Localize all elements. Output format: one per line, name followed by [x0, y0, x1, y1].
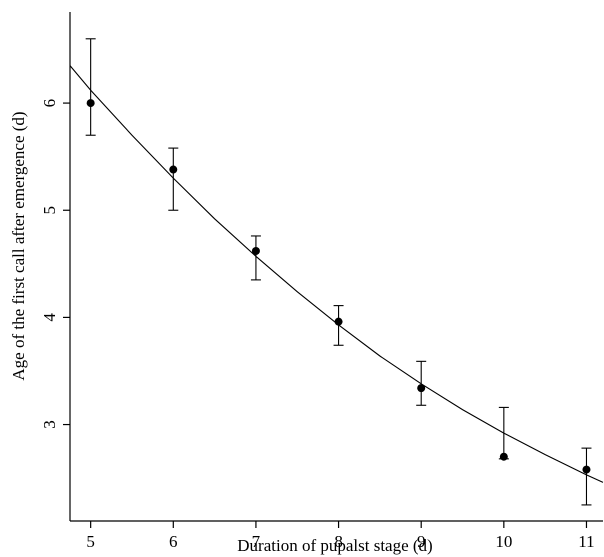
x-tick-label: 8: [334, 532, 343, 551]
y-tick-label: 6: [40, 99, 59, 108]
y-tick-label: 3: [40, 420, 59, 429]
data-point: [417, 384, 426, 393]
y-axis-ticks: 3 4 5 6: [40, 99, 70, 429]
x-tick-label: 6: [169, 532, 178, 551]
x-tick-label: 10: [495, 532, 512, 551]
data-point: [582, 465, 591, 474]
data-point: [499, 452, 508, 461]
axes: [69, 12, 603, 522]
data-points: [86, 99, 591, 474]
y-axis-title: Age of the first call after emergence (d…: [9, 111, 28, 380]
x-axis-title: Duration of pupalst stage (d): [237, 536, 432, 555]
data-point: [251, 246, 260, 255]
data-point: [86, 99, 95, 108]
x-tick-label: 11: [578, 532, 594, 551]
x-tick-label: 9: [417, 532, 426, 551]
error-bars: [85, 38, 592, 506]
fit-curve: [69, 65, 604, 483]
x-tick-label: 5: [86, 532, 95, 551]
fit-layer: [69, 65, 604, 483]
data-point: [334, 317, 343, 326]
x-axis-ticks: 5 6 7 8 9 10 11: [86, 521, 595, 551]
data-point: [169, 165, 178, 174]
y-tick-label: 4: [40, 313, 59, 322]
x-tick-label: 7: [252, 532, 261, 551]
y-tick-label: 5: [40, 206, 59, 215]
